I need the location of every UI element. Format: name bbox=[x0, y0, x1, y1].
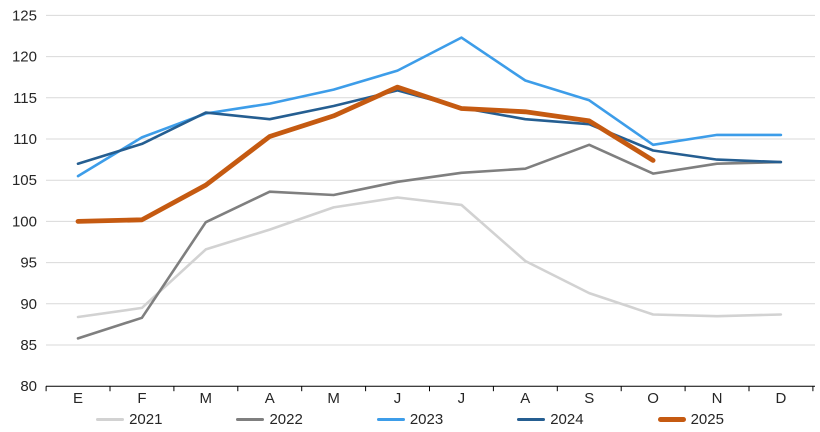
series-line-2024 bbox=[76, 89, 783, 165]
x-axis-label-8: S bbox=[584, 390, 594, 407]
legend-item-2024: 2024 bbox=[517, 410, 584, 428]
y-axis-label-115: 115 bbox=[13, 90, 37, 107]
series-line-2022 bbox=[76, 143, 783, 340]
y-axis-label-125: 125 bbox=[12, 7, 37, 24]
series-line-2023 bbox=[76, 36, 783, 178]
y-axis-label-105: 105 bbox=[12, 172, 37, 189]
legend-swatch-2023 bbox=[376, 417, 405, 421]
x-axis-label-1: F bbox=[137, 390, 146, 407]
x-axis-label-9: O bbox=[647, 390, 659, 407]
legend-item-2025: 2025 bbox=[657, 410, 724, 428]
y-axis-label-80: 80 bbox=[20, 378, 37, 395]
legend-label-2023: 2023 bbox=[409, 410, 444, 428]
series-line-2025 bbox=[75, 84, 656, 224]
legend-swatch-2025 bbox=[657, 416, 686, 422]
y-axis-label-90: 90 bbox=[20, 296, 37, 313]
x-axis-label-3: A bbox=[265, 390, 275, 407]
x-axis-label-0: E bbox=[73, 390, 83, 407]
x-axis-label-6: J bbox=[458, 390, 466, 407]
legend-item-2023: 2023 bbox=[376, 410, 444, 428]
x-axis-label-2: M bbox=[200, 390, 213, 407]
legend-swatch-2024 bbox=[517, 417, 546, 421]
legend-item-2022: 2022 bbox=[236, 410, 303, 428]
series-line-2021 bbox=[76, 196, 783, 319]
y-axis-label-85: 85 bbox=[20, 337, 37, 354]
y-axis-label-95: 95 bbox=[20, 255, 37, 272]
legend-swatch-2021 bbox=[96, 417, 125, 421]
x-axis-label-10: N bbox=[712, 390, 723, 407]
y-axis-label-120: 120 bbox=[12, 49, 37, 66]
legend-label-2024: 2024 bbox=[550, 410, 584, 428]
legend-label-2021: 2021 bbox=[129, 410, 163, 428]
chart-legend: 2021 2022 2023 2024 2025 bbox=[0, 406, 820, 432]
legend-label-2022: 2022 bbox=[269, 410, 303, 428]
legend-label-2025: 2025 bbox=[690, 410, 724, 428]
legend-item-2021: 2021 bbox=[96, 412, 162, 427]
y-axis-label-110: 110 bbox=[13, 131, 37, 148]
x-axis-label-7: A bbox=[520, 390, 530, 407]
x-axis-label-5: J bbox=[394, 390, 402, 407]
x-axis-label-4: M bbox=[327, 390, 340, 407]
legend-swatch-2022 bbox=[236, 417, 265, 421]
y-axis-label-100: 100 bbox=[12, 213, 37, 230]
x-axis-label-11: D bbox=[775, 390, 786, 407]
